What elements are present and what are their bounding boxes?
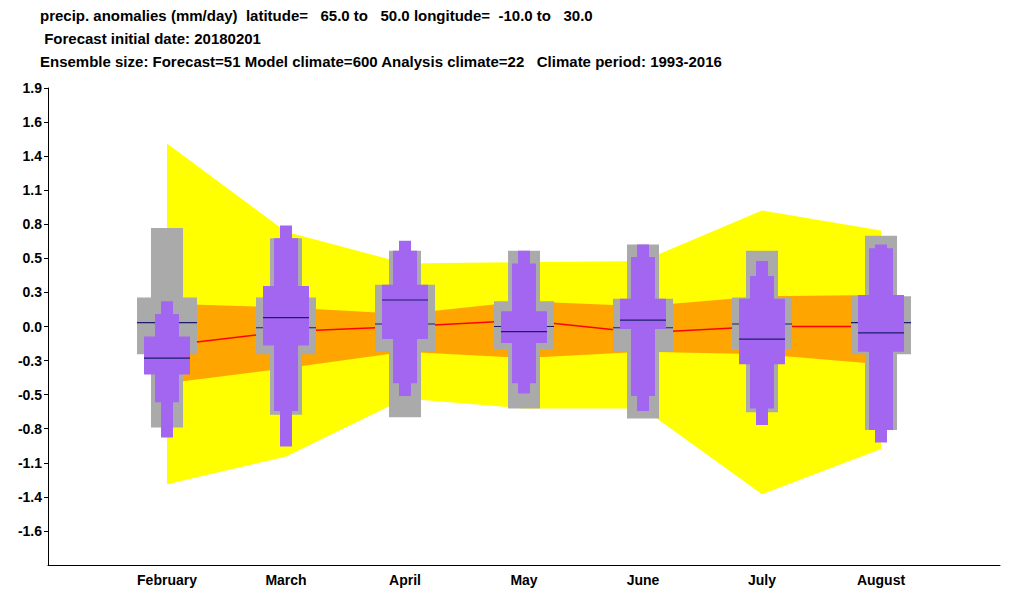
svg-text:0.3: 0.3	[23, 284, 43, 300]
svg-text:June: June	[627, 572, 660, 588]
svg-text:Ensemble size: Forecast=51 Mod: Ensemble size: Forecast=51 Model climate…	[40, 53, 722, 70]
svg-text:precip. anomalies (mm/day) la: precip. anomalies (mm/day) latitude= 65.…	[40, 7, 593, 24]
svg-text:0.8: 0.8	[23, 216, 43, 232]
svg-text:April: April	[389, 572, 421, 588]
svg-text:1.4: 1.4	[23, 148, 43, 164]
svg-text:-0.8: -0.8	[18, 421, 42, 437]
svg-text:1.9: 1.9	[23, 80, 43, 96]
svg-text:July: July	[748, 572, 776, 588]
svg-text:May: May	[510, 572, 537, 588]
svg-text:-1.6: -1.6	[18, 523, 42, 539]
svg-text:-1.1: -1.1	[18, 455, 42, 471]
svg-text:August: August	[857, 572, 906, 588]
svg-text:-0.5: -0.5	[18, 387, 42, 403]
svg-text:March: March	[265, 572, 306, 588]
svg-text:-0.3: -0.3	[18, 353, 42, 369]
svg-text:Forecast initial date: 2018020: Forecast initial date: 20180201	[40, 30, 261, 47]
svg-text:-1.4: -1.4	[18, 489, 42, 505]
svg-text:1.6: 1.6	[23, 114, 43, 130]
svg-text:0.0: 0.0	[23, 319, 43, 335]
svg-text:0.5: 0.5	[23, 250, 43, 266]
svg-text:February: February	[137, 572, 197, 588]
svg-text:1.1: 1.1	[23, 182, 43, 198]
